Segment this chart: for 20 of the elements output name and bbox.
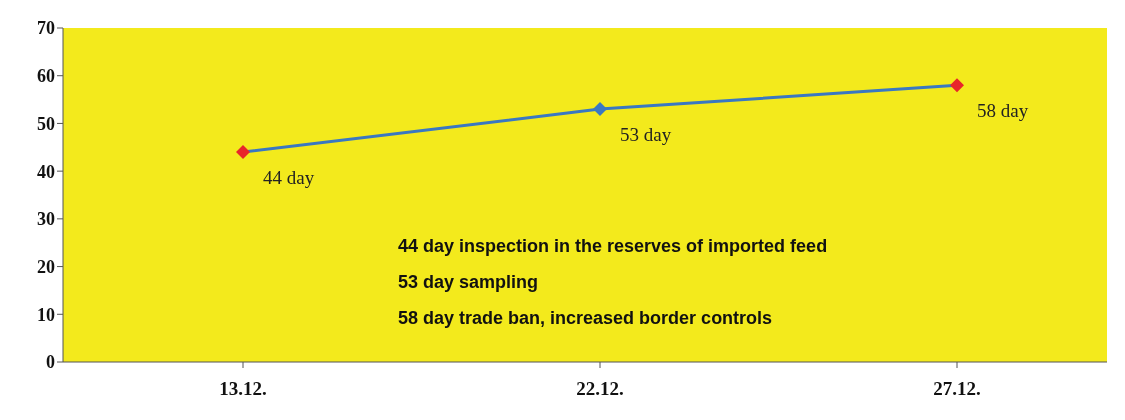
y-tick-label: 50 (37, 113, 55, 134)
data-label: 58 day (977, 100, 1029, 122)
annotation: 58 day trade ban, increased border controls (398, 307, 774, 330)
y-tick-label: 30 (37, 209, 55, 230)
y-tick-label: 0 (46, 352, 55, 373)
point (236, 145, 250, 160)
annotation: 53 day sampling (398, 271, 540, 294)
x-tick-label: 27.12. (933, 378, 981, 400)
y-tick-label: 10 (37, 304, 55, 325)
y-tick-label: 20 (37, 256, 55, 277)
point (950, 78, 964, 93)
annotation: 44 day inspection in the reserves of imported feed (398, 235, 828, 258)
y-tick-label: 70 (37, 18, 55, 39)
data-label: 53 day (620, 124, 672, 146)
data-label: 44 day (263, 167, 315, 189)
y-tick-label: 60 (37, 66, 55, 87)
y-tick-label: 40 (37, 161, 55, 182)
x-tick-label: 22.12. (576, 378, 624, 400)
point (593, 102, 607, 117)
x-tick-label: 13.12. (219, 378, 267, 400)
